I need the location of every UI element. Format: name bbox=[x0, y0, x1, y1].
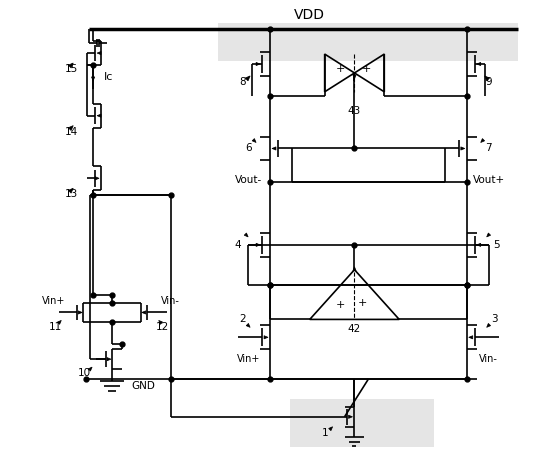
Text: 6: 6 bbox=[245, 144, 252, 154]
Text: 3: 3 bbox=[491, 314, 498, 325]
Polygon shape bbox=[97, 114, 101, 117]
Polygon shape bbox=[329, 427, 333, 431]
Polygon shape bbox=[68, 63, 73, 68]
Text: 14: 14 bbox=[64, 127, 78, 136]
Text: 42: 42 bbox=[348, 324, 361, 335]
Polygon shape bbox=[88, 367, 92, 371]
Polygon shape bbox=[57, 321, 61, 324]
Text: Ic: Ic bbox=[104, 72, 114, 82]
Text: 5: 5 bbox=[493, 240, 500, 250]
Text: +: + bbox=[362, 64, 371, 74]
Text: +: + bbox=[336, 64, 345, 74]
Text: Vout-: Vout- bbox=[234, 175, 262, 185]
Polygon shape bbox=[353, 267, 356, 271]
Polygon shape bbox=[348, 415, 353, 418]
Text: 13: 13 bbox=[64, 189, 78, 199]
Polygon shape bbox=[91, 77, 95, 81]
Polygon shape bbox=[68, 188, 73, 193]
Polygon shape bbox=[256, 243, 260, 247]
Text: 15: 15 bbox=[64, 64, 78, 74]
Bar bbox=[290, 399, 434, 447]
Polygon shape bbox=[477, 62, 481, 66]
Polygon shape bbox=[244, 233, 248, 237]
Polygon shape bbox=[469, 336, 473, 339]
Polygon shape bbox=[264, 336, 268, 339]
Polygon shape bbox=[477, 243, 481, 247]
Text: 7: 7 bbox=[485, 144, 492, 154]
Polygon shape bbox=[461, 147, 465, 150]
Text: +: + bbox=[336, 299, 345, 309]
Polygon shape bbox=[256, 62, 260, 66]
Polygon shape bbox=[252, 139, 256, 142]
Text: +: + bbox=[358, 298, 367, 308]
Text: Vin+: Vin+ bbox=[42, 295, 65, 305]
Text: Vin-: Vin- bbox=[161, 295, 180, 305]
Text: 1: 1 bbox=[321, 428, 328, 438]
Polygon shape bbox=[481, 139, 485, 142]
Text: Vout+: Vout+ bbox=[473, 175, 505, 185]
Polygon shape bbox=[68, 126, 73, 131]
Text: 43: 43 bbox=[348, 106, 361, 116]
Polygon shape bbox=[272, 147, 276, 150]
Text: 8: 8 bbox=[239, 77, 246, 87]
Polygon shape bbox=[142, 311, 146, 314]
Text: 10: 10 bbox=[77, 368, 91, 378]
Text: 9: 9 bbox=[485, 77, 492, 87]
Text: 11: 11 bbox=[49, 322, 62, 332]
Polygon shape bbox=[353, 75, 356, 79]
Text: 4: 4 bbox=[235, 240, 241, 250]
Text: VDD: VDD bbox=[294, 8, 325, 22]
Polygon shape bbox=[485, 76, 490, 81]
Text: Vin-: Vin- bbox=[479, 354, 498, 364]
Text: Vin+: Vin+ bbox=[236, 354, 260, 364]
Polygon shape bbox=[246, 323, 250, 327]
Text: 12: 12 bbox=[156, 322, 169, 332]
Polygon shape bbox=[487, 323, 491, 327]
Polygon shape bbox=[245, 76, 250, 81]
Text: GND: GND bbox=[132, 381, 156, 391]
Polygon shape bbox=[107, 357, 111, 361]
Polygon shape bbox=[487, 233, 491, 237]
Polygon shape bbox=[159, 321, 163, 324]
Bar bbox=[219, 23, 518, 61]
Polygon shape bbox=[95, 177, 99, 180]
Text: 2: 2 bbox=[239, 314, 246, 325]
Polygon shape bbox=[78, 311, 82, 314]
Polygon shape bbox=[97, 52, 101, 55]
